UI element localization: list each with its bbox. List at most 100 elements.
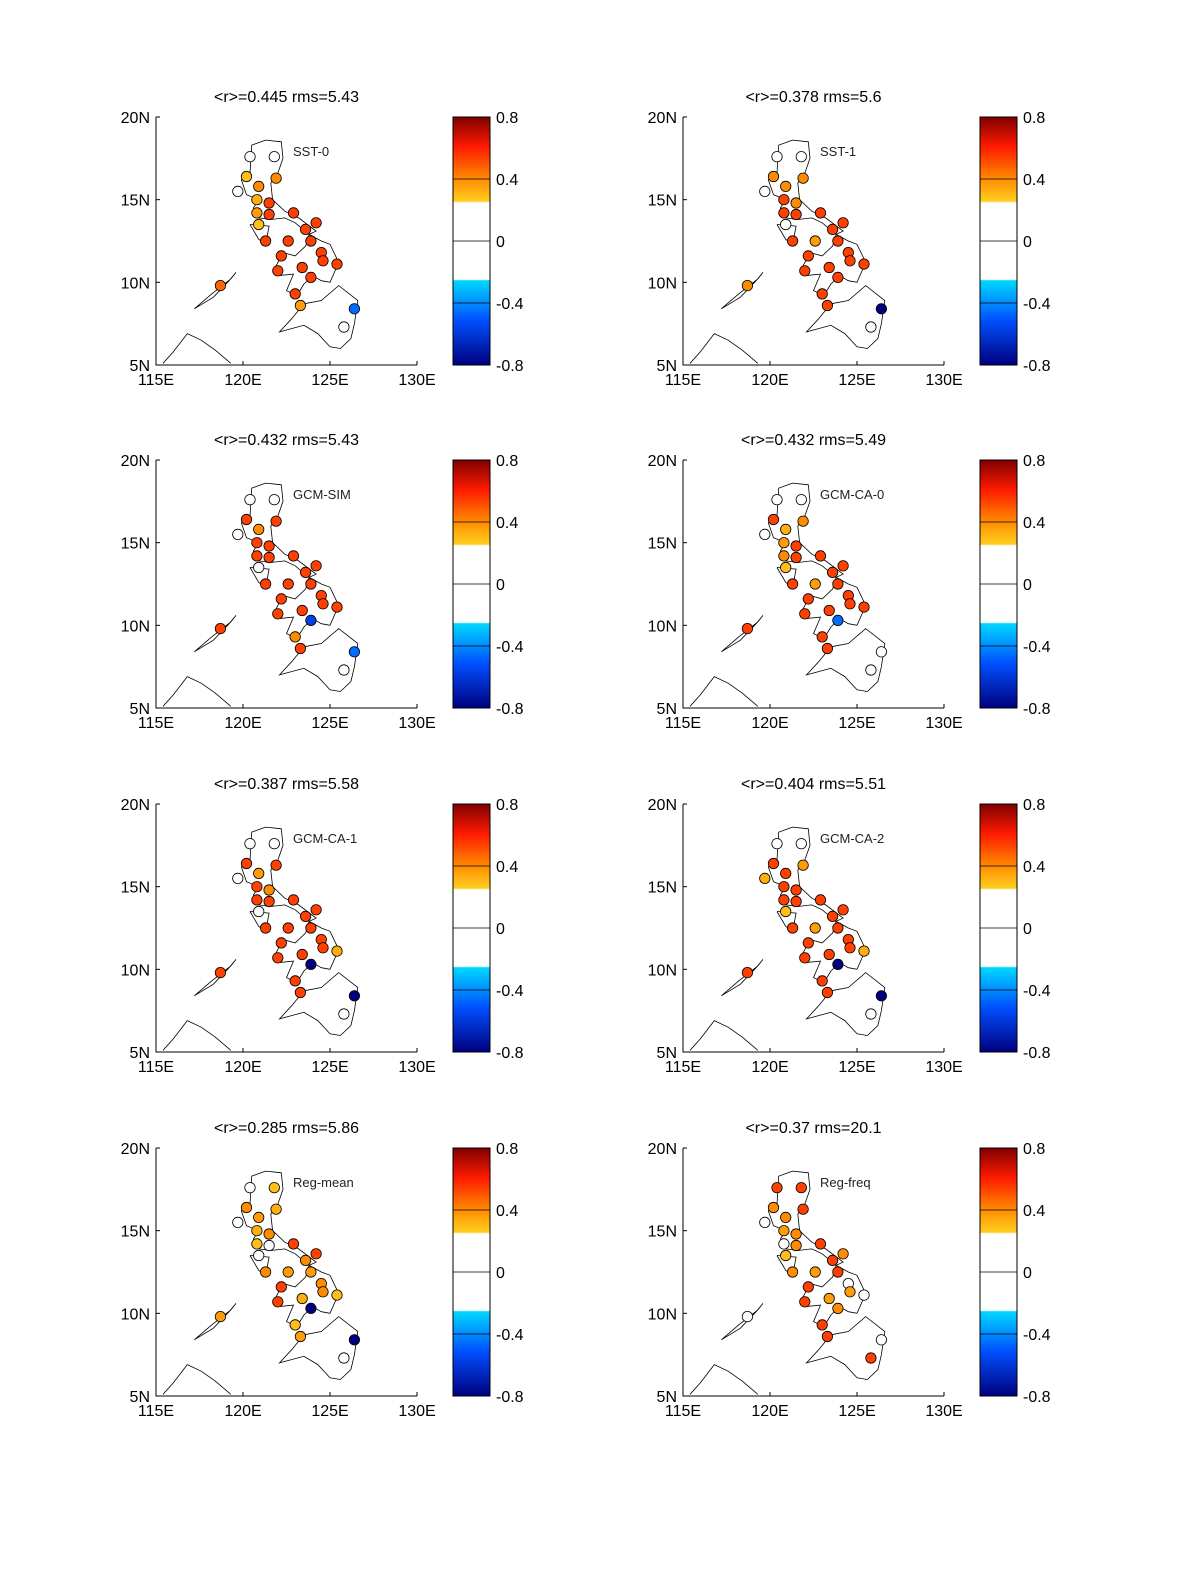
coastline <box>721 1303 764 1341</box>
station-marker <box>251 550 263 562</box>
station-marker <box>814 1238 827 1250</box>
station-marker <box>826 1254 839 1267</box>
station-marker <box>305 235 317 247</box>
colorbar-tick-label: 0.8 <box>1023 1141 1045 1158</box>
station-marker <box>282 1266 294 1278</box>
station-marker <box>296 261 308 274</box>
x-tick-label: 125E <box>838 715 875 732</box>
station-marker <box>270 515 282 527</box>
station-marker <box>263 540 275 552</box>
station-marker <box>253 523 265 536</box>
x-tick-label: 130E <box>398 1059 435 1076</box>
station-marker <box>294 299 306 312</box>
panel-title: <r>=0.445 rms=5.43 <box>214 89 359 106</box>
x-tick-label: 130E <box>925 715 962 732</box>
y-tick-label: 15N <box>648 536 677 553</box>
station-marker <box>790 208 802 221</box>
station-marker <box>259 922 272 934</box>
colorbar-tick-label: 0.8 <box>496 453 518 470</box>
station-marker <box>275 250 287 262</box>
station-marker <box>795 494 807 506</box>
x-tick-label: 125E <box>311 372 348 389</box>
station-marker <box>275 937 287 949</box>
station-marker <box>865 1008 877 1020</box>
panel-title: <r>=0.378 rms=5.6 <box>745 89 881 106</box>
station-marker <box>251 207 263 219</box>
x-tick-label: 130E <box>925 372 962 389</box>
panel-title: <r>=0.432 rms=5.49 <box>741 432 886 449</box>
station-marker <box>287 550 300 562</box>
station-marker <box>802 593 814 605</box>
y-tick-label: 15N <box>648 1224 677 1241</box>
station-marker <box>275 1281 287 1293</box>
coastline <box>194 1303 237 1341</box>
station-marker <box>767 1201 780 1214</box>
station-marker <box>282 235 294 247</box>
station-marker <box>790 540 802 552</box>
station-marker <box>799 952 811 964</box>
y-tick-label: 10N <box>648 962 677 979</box>
station-marker <box>790 895 802 908</box>
y-tick-label: 10N <box>121 962 150 979</box>
station-marker <box>289 288 301 300</box>
station-marker <box>296 1292 308 1305</box>
station-marker <box>832 271 844 283</box>
colorbar-tick-label: -0.4 <box>1023 639 1051 656</box>
station-marker <box>299 910 312 923</box>
station-marker <box>317 598 329 610</box>
station-marker <box>802 250 814 262</box>
station-marker <box>232 185 244 197</box>
station-marker <box>348 303 360 315</box>
y-tick-label: 5N <box>130 1389 150 1406</box>
station-marker <box>832 614 844 627</box>
y-tick-label: 10N <box>121 618 150 635</box>
station-marker <box>823 1292 835 1305</box>
colorbar-tick-label: -0.8 <box>496 1045 524 1062</box>
station-marker <box>268 1182 280 1194</box>
station-marker <box>814 894 827 906</box>
x-tick-label: 120E <box>224 715 261 732</box>
colorbar-tick-label: 0.4 <box>1023 515 1045 532</box>
station-marker <box>865 1352 877 1364</box>
station-marker <box>802 937 814 949</box>
station-marker <box>795 838 807 850</box>
coastline <box>805 628 886 692</box>
station-marker <box>821 642 834 655</box>
panel-title: <r>=0.404 rms=5.51 <box>741 776 886 793</box>
station-marker <box>305 1266 317 1278</box>
station-marker <box>797 515 809 527</box>
station-marker <box>296 604 308 617</box>
colorbar-tick-label: 0 <box>496 1265 505 1282</box>
station-marker <box>778 537 790 549</box>
station-marker <box>310 904 322 916</box>
station-marker <box>823 948 835 961</box>
colorbar-tick-label: -0.4 <box>496 1327 524 1344</box>
station-marker <box>331 945 343 957</box>
x-tick-label: 120E <box>751 372 788 389</box>
station-marker <box>263 551 275 564</box>
station-marker <box>240 857 253 870</box>
y-tick-label: 10N <box>121 275 150 292</box>
colorbar-tick-label: 0 <box>1023 577 1032 594</box>
station-marker <box>814 207 827 219</box>
station-marker <box>790 1239 802 1252</box>
station-marker <box>797 859 809 871</box>
colorbar-tick-label: 0 <box>1023 921 1032 938</box>
panel-label: SST-1 <box>820 144 856 159</box>
y-tick-label: 5N <box>130 358 150 375</box>
x-tick-label: 125E <box>838 1403 875 1420</box>
station-marker <box>263 208 275 221</box>
station-marker <box>778 194 790 206</box>
station-marker <box>263 197 275 209</box>
colorbar-tick-label: 0.8 <box>496 797 518 814</box>
station-marker <box>858 258 870 270</box>
panel-label: GCM-SIM <box>293 487 351 502</box>
station-marker <box>790 551 802 564</box>
station-marker <box>809 1266 821 1278</box>
station-marker <box>832 235 844 247</box>
